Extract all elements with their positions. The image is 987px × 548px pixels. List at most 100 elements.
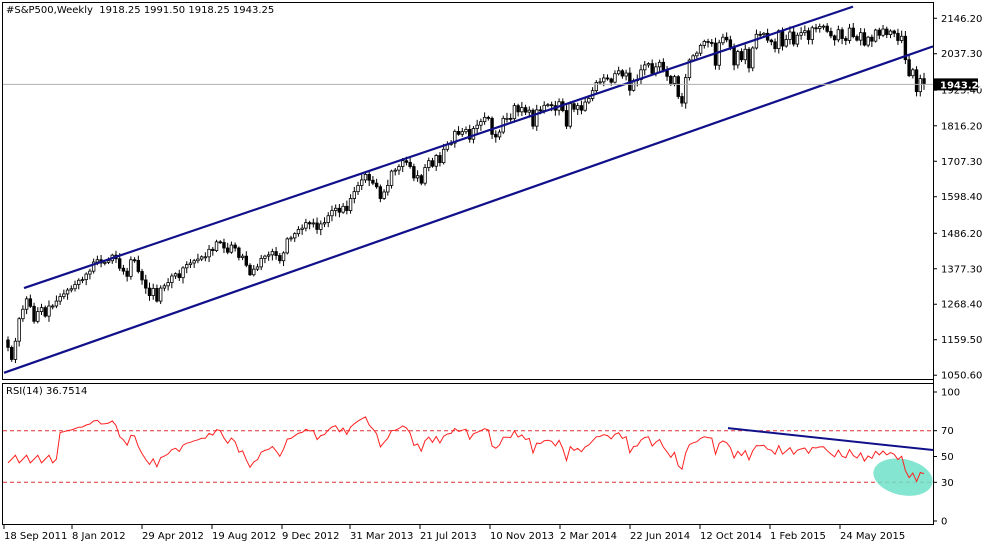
price-tick-label: 1377.30: [941, 264, 982, 275]
candle-body-up: [54, 300, 59, 307]
candle-body-down: [144, 279, 148, 289]
candle-body-up: [77, 279, 81, 285]
candle-body-up: [170, 275, 174, 283]
candle-body-up: [162, 285, 167, 289]
candle-body-up: [240, 255, 245, 258]
candle-body-up: [229, 244, 234, 253]
candle-body-up: [918, 78, 922, 93]
chart-header: #S&P500,Weekly 1918.25 1991.50 1918.25 1…: [6, 5, 274, 16]
candle-body-down: [494, 133, 498, 138]
candle-body-down: [538, 109, 543, 112]
price-tick-label: 1050.60: [941, 371, 982, 382]
candle-body-up: [858, 32, 863, 41]
candle-body-up: [881, 28, 885, 36]
candle-body-up: [352, 191, 356, 199]
date-tick-label: 1 Feb 2015: [770, 531, 826, 542]
candle-body-up: [73, 284, 77, 290]
candle-body-up: [598, 81, 602, 84]
candle-body-down: [676, 76, 680, 97]
candle-body-up: [252, 268, 256, 276]
candle-body-down: [732, 46, 736, 66]
candle-body-up: [95, 259, 100, 263]
candle-body-up: [583, 101, 587, 111]
candle-body-down: [903, 35, 908, 61]
candle-body-up: [702, 41, 707, 46]
candle-body-down: [456, 130, 461, 135]
ohlc-label: 1918.25 1991.50 1918.25 1943.25: [99, 5, 275, 16]
candle-body-up: [818, 26, 822, 29]
candle-body-down: [791, 31, 796, 45]
candle-body-down: [225, 247, 230, 253]
candle-body-up: [594, 82, 599, 92]
candle-body-down: [438, 155, 442, 164]
candle-body-up: [386, 185, 390, 193]
candle-body-down: [773, 41, 777, 50]
candle-body-down: [244, 255, 249, 266]
candle-body-down: [661, 61, 666, 71]
candle-body-down: [211, 248, 215, 252]
candle-body-up: [151, 288, 155, 296]
candle-body-up: [453, 130, 457, 144]
candle-body-up: [777, 30, 781, 50]
price-panel-frame: [2, 2, 934, 380]
candle-body-down: [840, 29, 844, 39]
candle-body-down: [132, 259, 137, 262]
candle-body-down: [140, 271, 144, 281]
price-tick-label: 1925.40: [941, 86, 982, 97]
candle-body-up: [360, 179, 364, 186]
candle-body-up: [657, 61, 662, 68]
candle-body-up: [475, 124, 479, 129]
candle-body-down: [680, 96, 684, 104]
candle-body-up: [21, 308, 25, 320]
rsi-header: RSI(14) 36.7514: [6, 386, 88, 397]
candle-body-up: [888, 30, 893, 36]
rsi-tick-label: 30: [941, 478, 954, 489]
candle-body-up: [512, 105, 517, 120]
candle-body-up: [207, 248, 211, 258]
rsi-tick-label: 70: [941, 426, 954, 437]
candle-body-down: [155, 288, 159, 302]
candle-body-down: [620, 70, 625, 77]
candle-body-up: [300, 227, 304, 230]
candle-body-up: [587, 98, 591, 103]
candle-body-down: [508, 117, 513, 120]
candle-body-up: [415, 175, 420, 179]
candle-body-down: [706, 41, 710, 43]
candle-body-up: [836, 29, 841, 41]
candle-body-down: [579, 105, 584, 111]
candle-body-up: [546, 104, 550, 107]
candle-body-up: [866, 36, 870, 46]
candle-body-up: [427, 160, 431, 168]
candle-body-down: [922, 78, 926, 85]
candle-body-up: [810, 27, 814, 40]
candle-body-down: [367, 173, 371, 181]
candle-body-up: [255, 266, 260, 270]
candle-body-up: [84, 273, 88, 281]
candle-body-down: [747, 48, 751, 69]
date-tick-label: 18 Sep 2011: [4, 531, 67, 542]
candle-body-up: [199, 256, 204, 260]
candle-body-down: [885, 28, 889, 36]
candle-body-up: [762, 32, 766, 36]
price-y-axis: 2146.20 2037.30 1925.40 1816.20 1707.30 1598.…: [3, 14, 986, 382]
candle-body-up: [311, 222, 316, 225]
candle-body-up: [106, 260, 111, 263]
candle-body-down: [121, 267, 126, 272]
candle-body-down: [6, 339, 10, 348]
candle-body-up: [788, 31, 792, 40]
candle-body-up: [285, 238, 289, 254]
candle-body-up: [188, 262, 193, 266]
candle-body-up: [326, 215, 330, 224]
candle-body-down: [914, 69, 919, 93]
candle-body-down: [549, 104, 554, 107]
candle-body-down: [136, 259, 141, 272]
candle-body-down: [516, 105, 520, 113]
candle-body-up: [173, 273, 178, 277]
candle-body-down: [710, 42, 714, 44]
candle-body-down: [825, 25, 829, 32]
candle-body-up: [363, 173, 368, 181]
date-tick-label: 22 Jun 2014: [630, 531, 690, 542]
channel-trendlines: [3, 5, 934, 374]
